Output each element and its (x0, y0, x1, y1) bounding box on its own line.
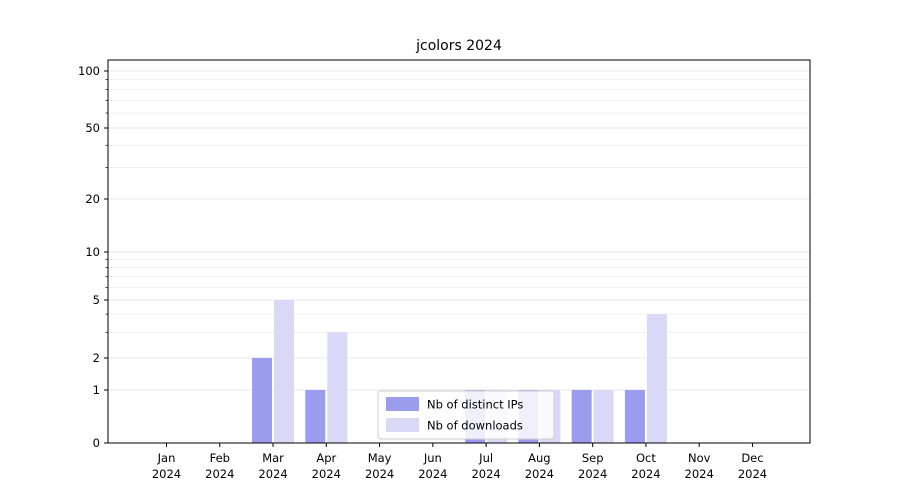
x-tick-label-year: 2024 (685, 467, 714, 481)
x-tick-label-year: 2024 (525, 467, 554, 481)
legend-label: Nb of distinct IPs (427, 398, 523, 412)
y-tick-label: 10 (85, 245, 100, 259)
x-tick-label-month: Apr (316, 451, 336, 465)
bar-oct-distinct-ips (624, 390, 645, 443)
x-tick-label-month: Nov (688, 451, 711, 465)
bar-sep-downloads (593, 390, 614, 443)
y-tick-label: 50 (85, 121, 100, 135)
legend-label: Nb of downloads (427, 419, 523, 433)
x-tick-label-month: Mar (262, 451, 284, 465)
bar-apr-distinct-ips (305, 390, 326, 443)
x-tick-label-month: Jun (423, 451, 442, 465)
x-tick-label-year: 2024 (365, 467, 394, 481)
legend-swatch (386, 397, 419, 411)
y-tick-label: 2 (93, 351, 100, 365)
y-tick-label: 100 (78, 64, 100, 78)
x-tick-label-year: 2024 (578, 467, 607, 481)
legend-swatch (386, 418, 419, 432)
x-tick-label-month: Jul (478, 451, 493, 465)
plot-frame (107, 59, 811, 444)
x-tick-label-year: 2024 (418, 467, 447, 481)
x-tick-label-month: Sep (582, 451, 604, 465)
x-tick-label-year: 2024 (258, 467, 287, 481)
chart-title: jcolors 2024 (415, 38, 502, 54)
x-tick-label-year: 2024 (631, 467, 660, 481)
y-tick-label: 1 (93, 383, 100, 397)
x-tick-label-month: Jan (157, 451, 176, 465)
bar-oct-downloads (646, 314, 667, 443)
y-tick-label: 0 (93, 436, 100, 450)
x-tick-label-month: Feb (210, 451, 230, 465)
x-tick-label-year: 2024 (312, 467, 341, 481)
bar-mar-distinct-ips (252, 358, 273, 443)
x-tick-label-year: 2024 (738, 467, 767, 481)
bar-mar-downloads (274, 300, 295, 443)
bar-apr-downloads (327, 332, 348, 443)
y-tick-label: 20 (85, 192, 100, 206)
x-tick-label-month: Oct (636, 451, 656, 465)
x-tick-label-month: Aug (528, 451, 550, 465)
x-tick-label-year: 2024 (152, 467, 181, 481)
legend-box (377, 390, 555, 440)
bar-sep-distinct-ips (571, 390, 592, 443)
x-tick-label-month: May (368, 451, 392, 465)
x-tick-label-month: Dec (741, 451, 763, 465)
y-tick-label: 5 (93, 293, 100, 307)
x-tick-label-year: 2024 (471, 467, 500, 481)
x-tick-label-year: 2024 (205, 467, 234, 481)
